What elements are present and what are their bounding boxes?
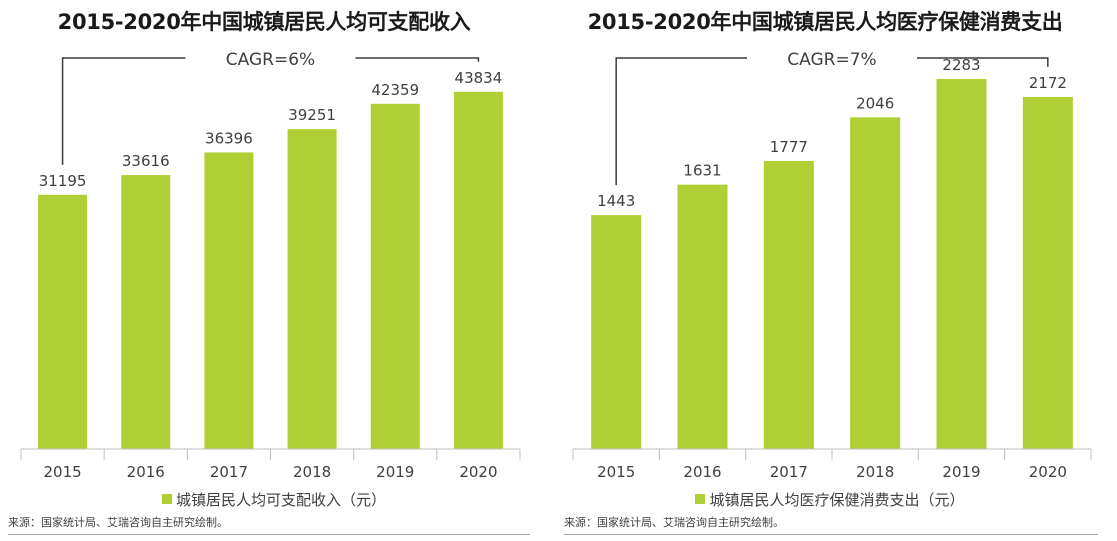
x-tick-label: 2015 [43,463,81,481]
bar-2018 [287,129,337,450]
bar-2016 [677,184,728,449]
data-label: 43834 [455,69,503,87]
source-note: 来源：国家统计局、艾瑞咨询自主研究绘制。 [564,516,784,529]
bar-2020 [453,91,503,449]
x-tick-label: 2018 [293,463,331,481]
bar-2019 [370,103,420,449]
bar-2017 [763,160,814,449]
legend-label: 城镇居民人均医疗保健消费支出（元） [709,491,965,509]
bar-2019 [936,78,987,450]
cagr-annotation: CAGR=7% [787,50,876,70]
data-label: 1777 [770,138,808,156]
cagr-bracket-right [917,57,1049,67]
x-tick-label: 2017 [770,463,808,481]
income-bar-chart: 31195 2015 33616 2016 36396 2017 39251 2018 4235… [20,50,521,481]
bar-2016 [121,175,171,449]
source-note: 来源：国家统计局、艾瑞咨询自主研究绘制。 [8,516,228,529]
cagr-bracket-right [355,57,480,62]
chart-legend: 城镇居民人均可支配收入（元） [0,489,548,510]
data-label: 36396 [205,129,253,147]
chart-title: 2015-2020年中国城镇居民人均医疗保健消费支出 [587,10,1063,34]
data-label: 1443 [597,192,635,210]
x-tick-label: 2020 [459,463,497,481]
legend-swatch [161,494,172,504]
x-tick-label: 2018 [856,463,894,481]
income-chart-panel: 2015-2020年中国城镇居民人均可支配收入 31195 2015 33616 20… [0,0,548,541]
legend-swatch [695,494,706,504]
data-label: 31195 [39,172,87,190]
cagr-annotation: CAGR=6% [226,50,315,70]
cagr-bracket-left [615,57,747,186]
x-tick-label: 2019 [942,463,980,481]
x-tick-label: 2020 [1029,463,1067,481]
legend-label: 城镇居民人均可支配收入（元） [175,491,386,509]
data-label: 2046 [856,94,894,112]
x-tick-label: 2015 [597,463,635,481]
cagr-bracket-left [61,57,186,165]
bar-2018 [850,117,901,449]
bar-2015 [38,194,88,449]
medical-spending-bar-chart: 1443 2015 1631 2016 1777 2017 2046 2018 2283 2019… [572,50,1092,481]
x-tick-label: 2016 [683,463,721,481]
bar-2020 [1022,96,1073,449]
medical-spending-chart-panel: 2015-2020年中国城镇居民人均医疗保健消费支出 1443 2015 1631 2… [556,0,1104,541]
footer-divider [8,534,530,535]
chart-legend: 城镇居民人均医疗保健消费支出（元） [556,489,1104,510]
data-label: 1631 [683,162,721,180]
x-tick-label: 2019 [376,463,414,481]
data-label: 39251 [288,106,336,124]
bar-2015 [591,215,642,449]
x-tick-label: 2016 [127,463,165,481]
data-label: 2283 [942,56,980,74]
bar-2017 [204,152,254,450]
x-tick-label: 2017 [210,463,248,481]
footer-divider [564,534,1098,535]
data-label: 42359 [371,81,419,99]
chart-title: 2015-2020年中国城镇居民人均可支配收入 [57,10,471,34]
data-label: 33616 [122,152,170,170]
data-label: 2172 [1029,74,1067,92]
